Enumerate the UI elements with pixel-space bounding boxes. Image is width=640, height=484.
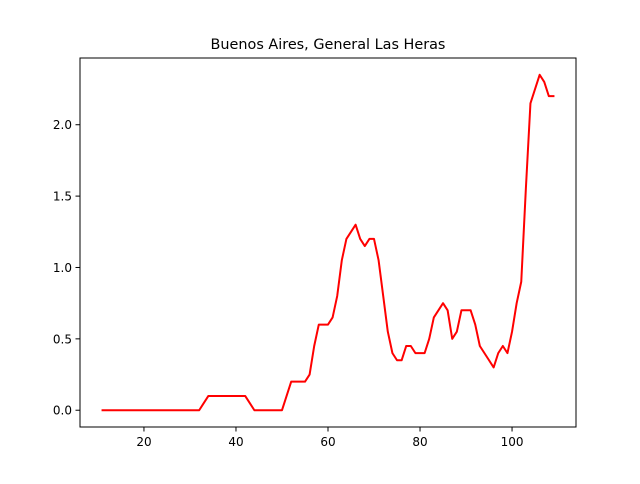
x-tick-label: 20 <box>136 435 151 449</box>
x-axis: 20 40 60 80 100 <box>136 427 523 449</box>
x-tick-label: 80 <box>412 435 427 449</box>
y-tick-label: 0.5 <box>53 332 72 346</box>
y-tick-label: 1.5 <box>53 190 72 204</box>
x-tick-label: 40 <box>228 435 243 449</box>
plot-area <box>101 73 555 412</box>
chart-title: Buenos Aires, General Las Heras <box>211 37 446 53</box>
y-tick-label: 0.0 <box>53 404 72 418</box>
x-tick-label: 60 <box>320 435 335 449</box>
y-tick-label: 2.0 <box>53 118 72 132</box>
series-line-0 <box>101 73 555 412</box>
x-tick-label: 100 <box>501 435 524 449</box>
y-axis: 0.0 0.5 1.0 1.5 2.0 <box>53 118 80 418</box>
y-tick-label: 1.0 <box>53 261 72 275</box>
